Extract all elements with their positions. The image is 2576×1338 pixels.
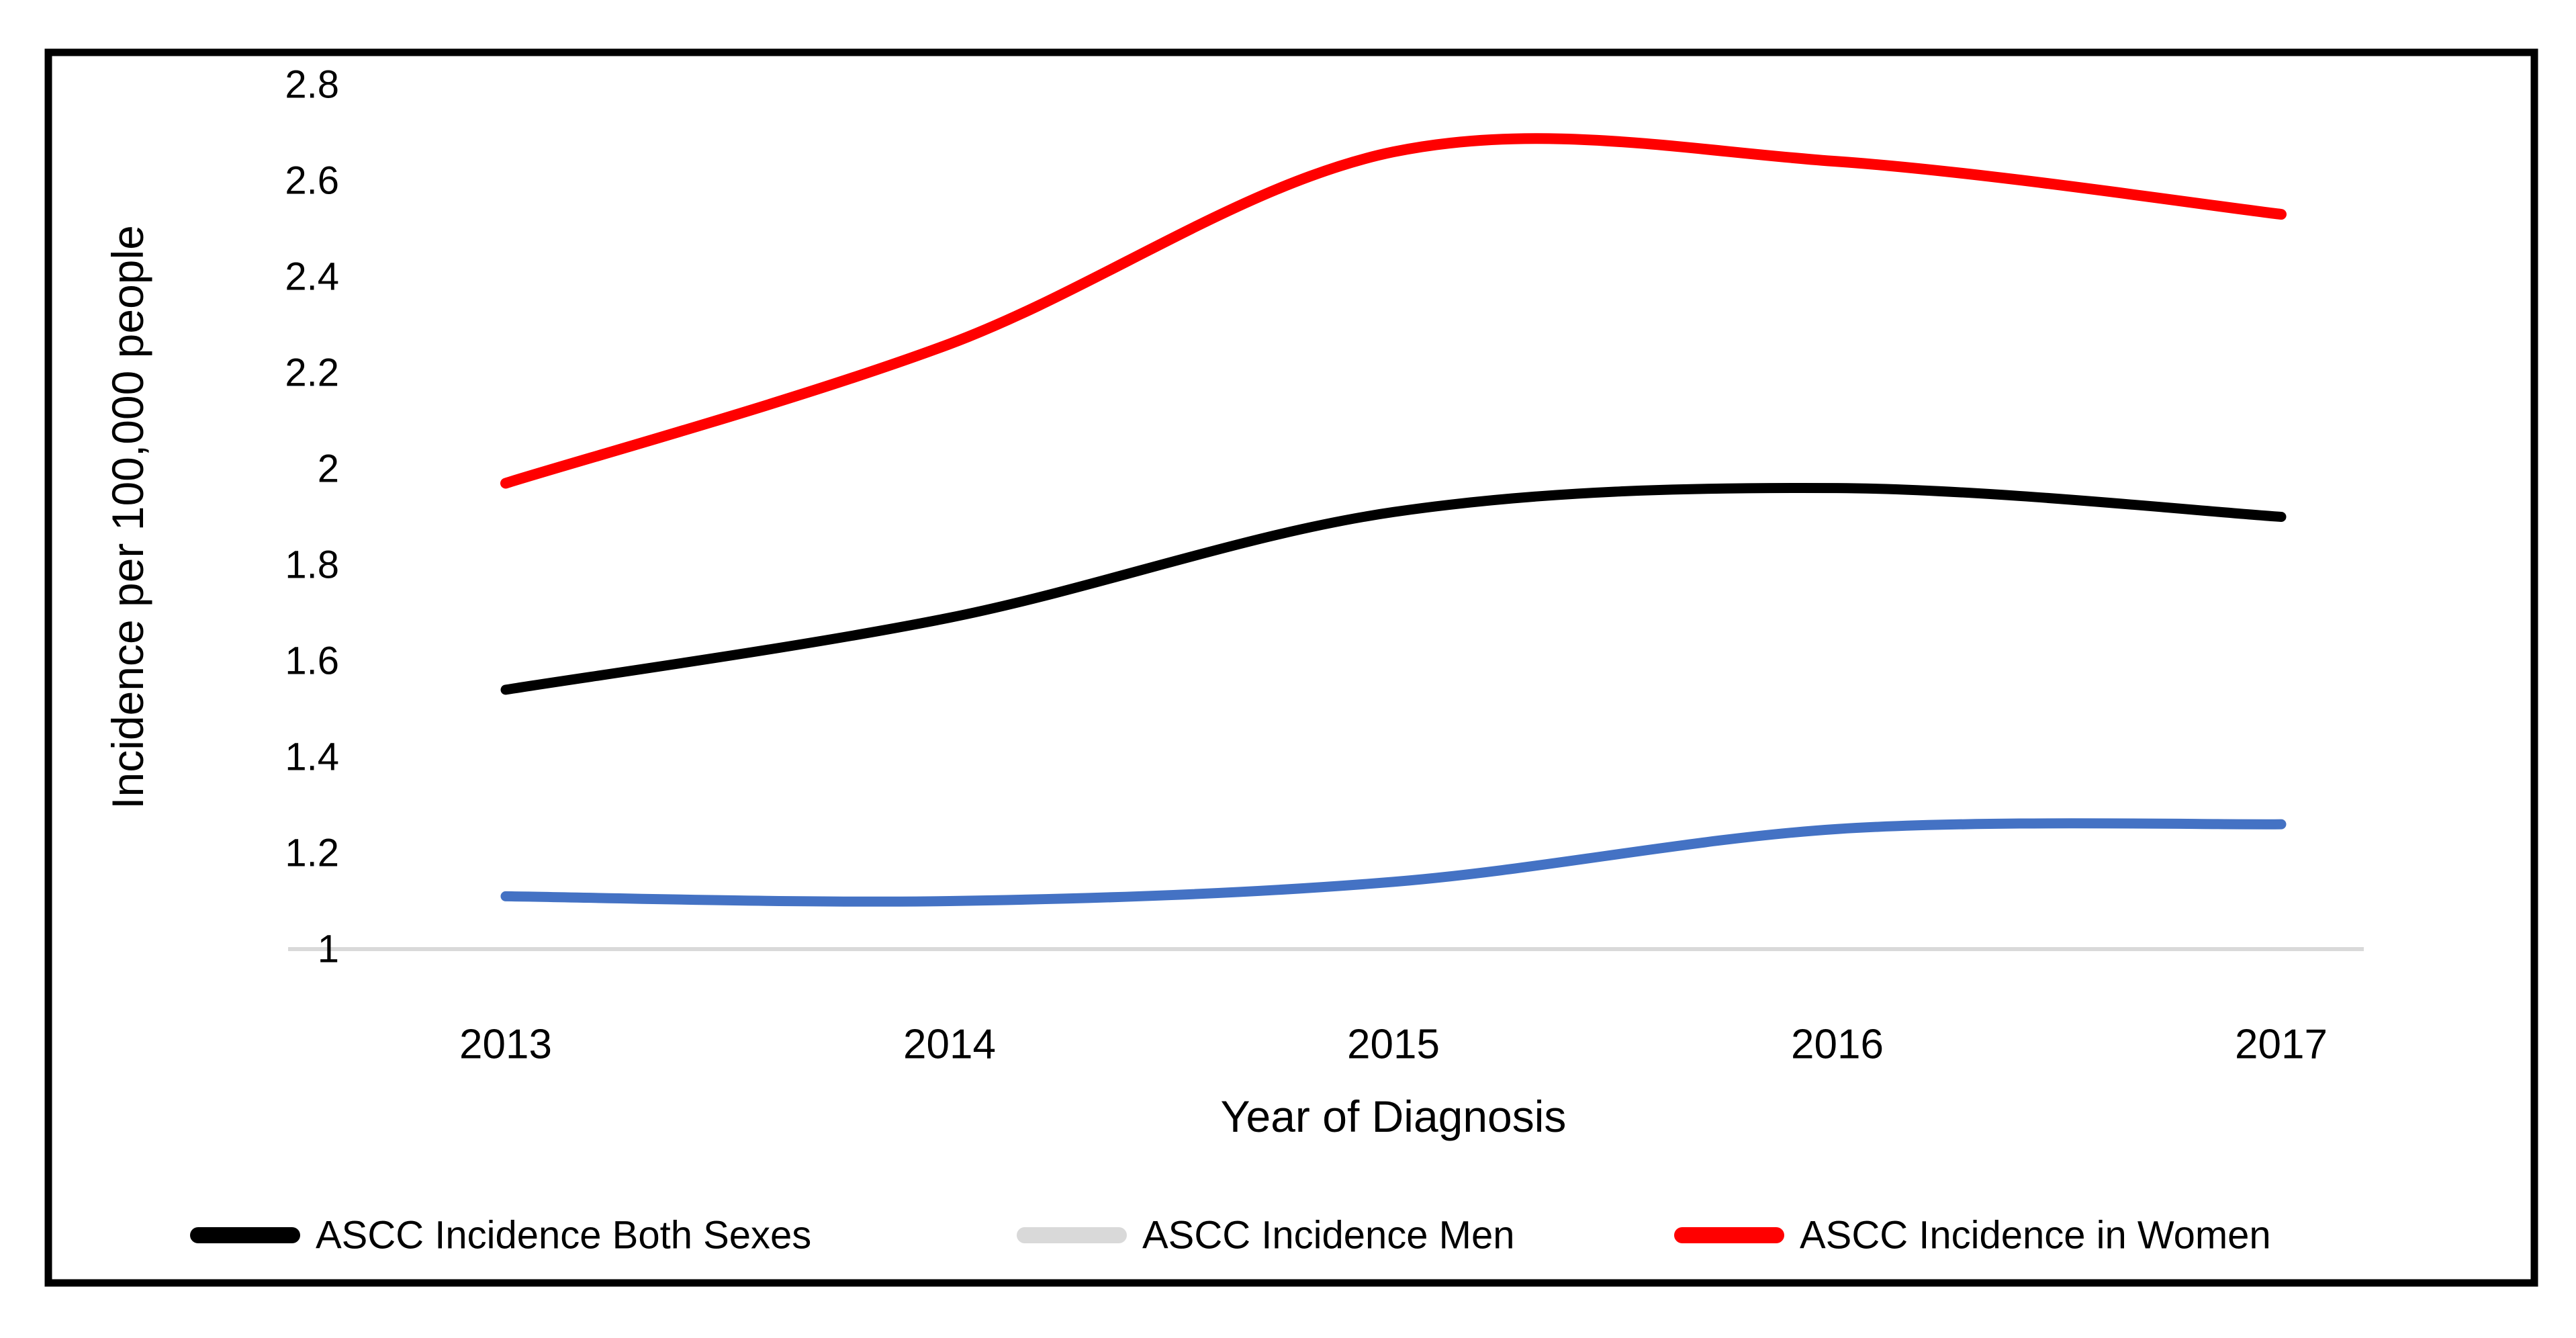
series-line-ascc-incidence-in-women: [500, 133, 2287, 489]
label-layer: 1 1.2 1.4 1.6 1.8 2 2.2 2.4 2.6 2.8 2013 2014 2015 20…: [103, 63, 2328, 1142]
y-tick-label: 1: [318, 928, 339, 971]
plot-layer: [288, 133, 2364, 951]
legend-item: ASCC Incidence Men: [1017, 1214, 1514, 1257]
y-tick-label: 1.4: [285, 735, 339, 779]
y-tick-label: 2: [318, 447, 339, 491]
y-tick-label: 2.4: [285, 255, 339, 299]
legend-label: ASCC Incidence Both Sexes: [316, 1214, 811, 1257]
y-tick-label: 1.2: [285, 832, 339, 875]
legend: ASCC Incidence Both Sexes ASCC Incidence …: [190, 1214, 2271, 1257]
y-tick-label: 1.6: [285, 639, 339, 683]
legend-label: ASCC Incidence Men: [1142, 1214, 1514, 1257]
x-axis-title: Year of Diagnosis: [1221, 1091, 1567, 1141]
x-tick-label: 2015: [1347, 1022, 1440, 1068]
y-axis-title: Incidence per 100,000 people: [103, 225, 152, 809]
x-tick-label: 2016: [1791, 1022, 1884, 1068]
series-line-ascc-incidence-men: [500, 818, 2287, 907]
chart-border: [44, 48, 2538, 1287]
y-tick-label: 2.6: [285, 159, 339, 203]
x-tick-label: 2017: [2235, 1022, 2328, 1068]
legend-label: ASCC Incidence in Women: [1800, 1214, 2271, 1257]
x-tick-label: 2013: [459, 1022, 552, 1068]
legend-item: ASCC Incidence Both Sexes: [190, 1214, 811, 1257]
series-line-ascc-incidence-both-sexes: [500, 482, 2287, 695]
y-tick-label: 2.8: [285, 63, 339, 107]
x-tick-label: 2014: [903, 1022, 996, 1068]
y-tick-label: 2.2: [285, 351, 339, 395]
y-tick-label: 1.8: [285, 543, 339, 587]
legend-item: ASCC Incidence in Women: [1674, 1214, 2271, 1257]
